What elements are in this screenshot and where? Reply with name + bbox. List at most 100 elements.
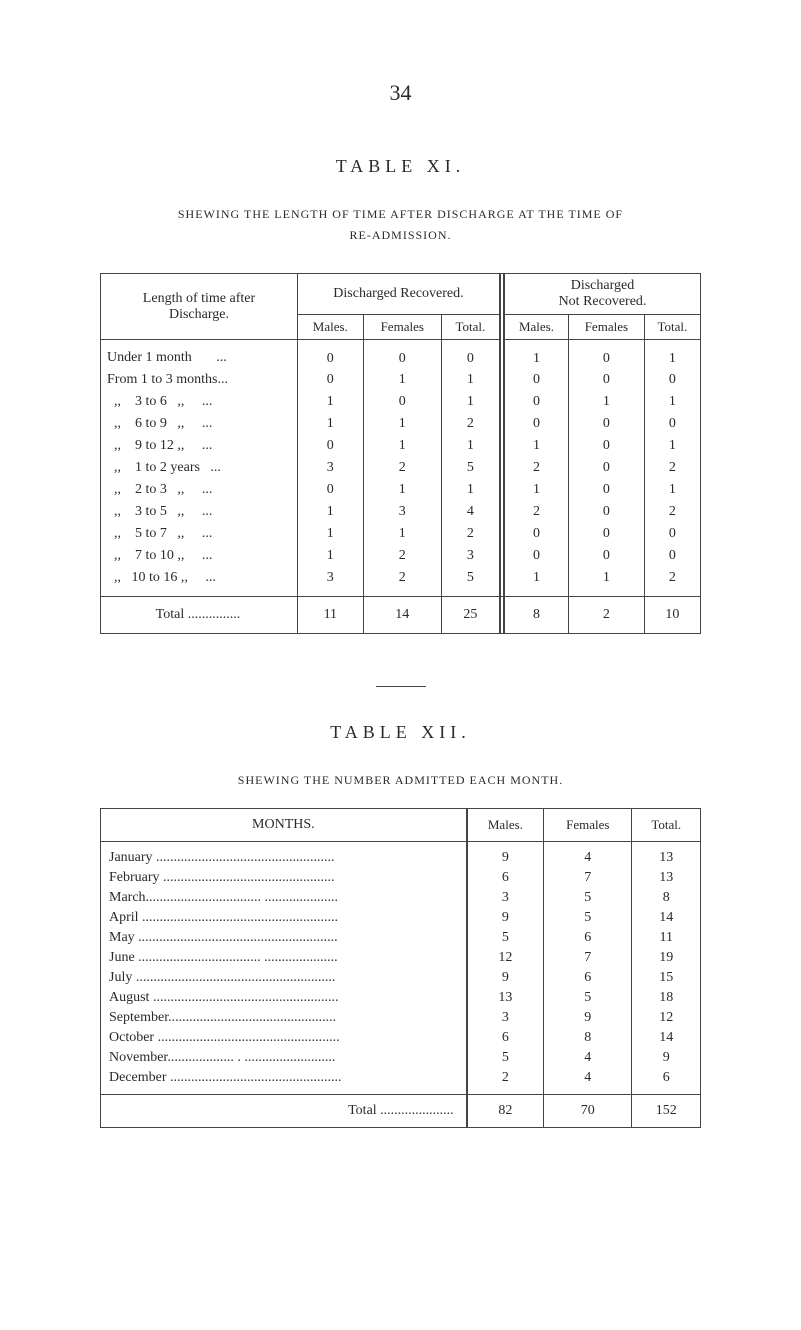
row-label: ,, 6 to 9 ,, ... <box>101 413 298 435</box>
val-m2: 0 <box>504 545 569 567</box>
table-row: February ...............................… <box>101 868 701 888</box>
val-m1: 1 <box>297 391 363 413</box>
month-label: December ...............................… <box>101 1068 467 1095</box>
row-label: ,, 5 to 7 ,, ... <box>101 523 298 545</box>
table-row: ,, 2 to 3 ,, ...011101 <box>101 479 701 501</box>
val-f: 5 <box>544 888 632 908</box>
val-m: 3 <box>467 888 544 908</box>
table-xii: MONTHS. Males. Females Total. January ..… <box>100 808 701 1128</box>
val-f2: 1 <box>568 567 644 597</box>
months-head: MONTHS. <box>101 809 467 842</box>
val-m: 9 <box>467 842 544 869</box>
val-f2: 0 <box>568 523 644 545</box>
table-row: ,, 10 to 16 ,, ...325112 <box>101 567 701 597</box>
val-t2: 0 <box>644 413 700 435</box>
val-m1: 1 <box>297 413 363 435</box>
val-f: 5 <box>544 908 632 928</box>
val-f1: 0 <box>363 391 441 413</box>
val-m2: 1 <box>504 435 569 457</box>
table-xii-label: TABLE XII. <box>100 722 701 743</box>
val-f2: 0 <box>568 413 644 435</box>
table-row: April ..................................… <box>101 908 701 928</box>
val-m1: 0 <box>297 369 363 391</box>
val-m2: 1 <box>504 340 569 370</box>
val-t: 14 <box>632 1028 701 1048</box>
page-number: 34 <box>100 80 701 106</box>
table-xii-title: SHEWING THE NUMBER ADMITTED EACH MONTH. <box>100 773 701 788</box>
val-t1: 5 <box>441 457 500 479</box>
row-label: ,, 3 to 5 ,, ... <box>101 501 298 523</box>
val-m1: 1 <box>297 523 363 545</box>
row-label: ,, 9 to 12 ,, ... <box>101 435 298 457</box>
val-m2: 0 <box>504 391 569 413</box>
table-row: ,, 3 to 6 ,, ...101011 <box>101 391 701 413</box>
xi-total-f2: 2 <box>568 597 644 634</box>
val-m2: 2 <box>504 501 569 523</box>
val-t2: 0 <box>644 369 700 391</box>
val-m: 12 <box>467 948 544 968</box>
val-t: 11 <box>632 928 701 948</box>
val-t2: 0 <box>644 523 700 545</box>
document-page: 34 TABLE XI. SHEWING THE LENGTH OF TIME … <box>0 0 801 1188</box>
xii-col-total: Total. <box>632 809 701 842</box>
xi-total-m2: 8 <box>504 597 569 634</box>
table-xi-subtitle: RE-ADMISSION. <box>100 228 701 243</box>
val-t1: 3 <box>441 545 500 567</box>
xi-total-m1: 11 <box>297 597 363 634</box>
table-row: March................................. .… <box>101 888 701 908</box>
table-row: August .................................… <box>101 988 701 1008</box>
val-f: 7 <box>544 868 632 888</box>
month-label: May ....................................… <box>101 928 467 948</box>
val-t2: 2 <box>644 457 700 479</box>
val-f2: 0 <box>568 369 644 391</box>
row-label: ,, 2 to 3 ,, ... <box>101 479 298 501</box>
val-f: 9 <box>544 1008 632 1028</box>
val-m: 6 <box>467 1028 544 1048</box>
table-row: ,, 7 to 10 ,, ...123000 <box>101 545 701 567</box>
table-row: From 1 to 3 months...011000 <box>101 369 701 391</box>
val-t2: 1 <box>644 435 700 457</box>
val-t: 12 <box>632 1008 701 1028</box>
val-m2: 2 <box>504 457 569 479</box>
col-total-1: Total. <box>441 315 500 340</box>
xii-total-m: 82 <box>467 1095 544 1128</box>
val-m: 9 <box>467 908 544 928</box>
val-f1: 1 <box>363 413 441 435</box>
table-xi-title: SHEWING THE LENGTH OF TIME AFTER DISCHAR… <box>100 207 701 222</box>
val-f: 5 <box>544 988 632 1008</box>
table-row: July ...................................… <box>101 968 701 988</box>
table-row: ,, 9 to 12 ,, ...011101 <box>101 435 701 457</box>
table-row: October ................................… <box>101 1028 701 1048</box>
col-total-2: Total. <box>644 315 700 340</box>
val-t1: 1 <box>441 435 500 457</box>
val-f1: 1 <box>363 369 441 391</box>
table-row: September...............................… <box>101 1008 701 1028</box>
xi-total-label: Total ............... <box>101 597 298 634</box>
val-t1: 2 <box>441 413 500 435</box>
val-t1: 4 <box>441 501 500 523</box>
val-t: 6 <box>632 1068 701 1095</box>
val-f2: 0 <box>568 501 644 523</box>
row-header-top: Length of time after <box>107 291 291 307</box>
val-m1: 3 <box>297 567 363 597</box>
val-t1: 1 <box>441 479 500 501</box>
val-t: 15 <box>632 968 701 988</box>
val-f: 4 <box>544 1068 632 1095</box>
col-females-2: Females <box>568 315 644 340</box>
xi-total-f1: 14 <box>363 597 441 634</box>
val-f: 4 <box>544 842 632 869</box>
val-f2: 0 <box>568 340 644 370</box>
val-f1: 0 <box>363 340 441 370</box>
val-m: 6 <box>467 868 544 888</box>
month-label: November................... . ..........… <box>101 1048 467 1068</box>
val-f1: 1 <box>363 479 441 501</box>
val-t2: 0 <box>644 545 700 567</box>
val-t2: 1 <box>644 340 700 370</box>
val-m1: 3 <box>297 457 363 479</box>
row-label: ,, 10 to 16 ,, ... <box>101 567 298 597</box>
val-f: 4 <box>544 1048 632 1068</box>
month-label: June ...................................… <box>101 948 467 968</box>
val-f: 6 <box>544 968 632 988</box>
table-row: December ...............................… <box>101 1068 701 1095</box>
section-divider <box>100 674 701 692</box>
